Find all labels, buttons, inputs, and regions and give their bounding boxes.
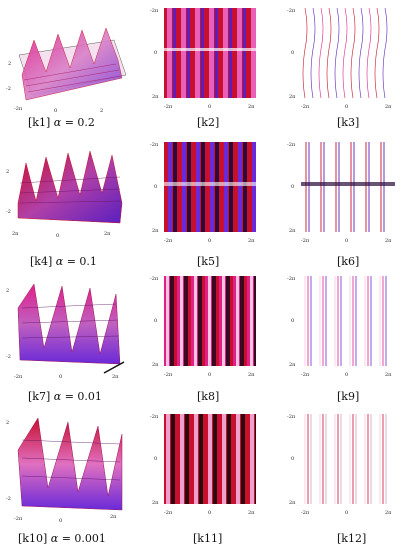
plot-k7: 2 -2 -2π 0 2π [4, 278, 129, 383]
plot-k1: -2 2 -2π 0 2 [4, 20, 129, 115]
svg-text:0: 0 [208, 510, 211, 516]
svg-text:-2: -2 [6, 354, 11, 360]
caption-k8: [k8] [197, 390, 220, 403]
plot-k9: -2π 0 2π -2π 0 2π [287, 272, 399, 390]
svg-text:2π: 2π [289, 94, 296, 100]
svg-text:0: 0 [208, 104, 211, 110]
svg-text:-2π: -2π [301, 510, 310, 516]
plot-k10: 2 -2 -2π 0 2π [4, 410, 129, 525]
svg-text:2: 2 [100, 108, 103, 114]
caption-k9: [k9] [337, 390, 360, 403]
svg-text:0: 0 [154, 318, 157, 324]
svg-text:-2π: -2π [164, 104, 173, 110]
svg-text:0: 0 [291, 318, 294, 324]
svg-text:2π: 2π [385, 510, 392, 516]
svg-text:0: 0 [208, 372, 211, 378]
caption-k2: [k2] [197, 116, 220, 129]
svg-text:-2π: -2π [14, 106, 23, 112]
svg-text:2π: 2π [248, 372, 255, 378]
svg-text:0: 0 [154, 184, 157, 190]
svg-text:-2π: -2π [287, 142, 296, 148]
svg-text:0: 0 [345, 510, 348, 516]
svg-text:-2π: -2π [164, 510, 173, 516]
svg-text:-2π: -2π [287, 276, 296, 282]
svg-text:2π: 2π [248, 510, 255, 516]
svg-text:-2: -2 [6, 496, 11, 502]
svg-text:2π: 2π [248, 238, 255, 244]
caption-k6: [k6] [337, 255, 360, 268]
svg-text:-2π: -2π [164, 372, 173, 378]
svg-text:2π: 2π [112, 374, 119, 380]
caption-k1: [k1] α = 0.2 [28, 116, 95, 129]
plot-k8: -2π 0 2π -2π 0 2π [150, 272, 260, 390]
svg-text:-2π: -2π [150, 8, 159, 14]
svg-text:0: 0 [54, 108, 57, 114]
svg-text:2: 2 [6, 169, 9, 175]
svg-text:2π: 2π [289, 500, 296, 506]
svg-text:0: 0 [345, 104, 348, 110]
caption-k10: [k10] α = 0.001 [18, 532, 106, 545]
svg-text:0: 0 [291, 184, 294, 190]
svg-text:-2π: -2π [301, 372, 310, 378]
svg-text:0: 0 [291, 456, 294, 462]
plot-k6: -2π 0 2π -2π 0 2π [287, 138, 399, 256]
plot-k3: -2π 0 2π -2π 0 2π [287, 4, 399, 122]
caption-k5: [k5] [197, 255, 220, 268]
svg-text:2π: 2π [110, 514, 117, 520]
svg-text:2π: 2π [385, 238, 392, 244]
plot-k11: -2π 0 2π -2π 0 2π [150, 410, 260, 528]
svg-text:2π: 2π [289, 228, 296, 234]
svg-text:2π: 2π [289, 362, 296, 368]
svg-text:0: 0 [154, 456, 157, 462]
svg-text:0: 0 [59, 374, 62, 380]
caption-k3: [k3] [337, 116, 360, 129]
plot-k4: 2 -2 2π 0 2π [4, 143, 129, 243]
svg-text:0: 0 [59, 518, 62, 524]
svg-text:-2π: -2π [150, 142, 159, 148]
svg-text:-2π: -2π [164, 238, 173, 244]
svg-text:0: 0 [56, 233, 59, 239]
svg-text:0: 0 [208, 238, 211, 244]
svg-text:0: 0 [154, 50, 157, 56]
svg-text:-2: -2 [6, 209, 11, 215]
svg-text:2π: 2π [152, 94, 159, 100]
plot-k12: -2π 0 2π -2π 0 2π [287, 410, 399, 528]
svg-text:2π: 2π [152, 228, 159, 234]
svg-text:-2π: -2π [301, 238, 310, 244]
svg-text:2π: 2π [12, 231, 19, 237]
svg-text:-2π: -2π [301, 104, 310, 110]
svg-text:2π: 2π [104, 231, 111, 237]
svg-text:0: 0 [291, 50, 294, 56]
svg-text:2π: 2π [385, 372, 392, 378]
svg-text:0: 0 [345, 238, 348, 244]
svg-text:2: 2 [8, 61, 11, 67]
svg-text:2π: 2π [152, 500, 159, 506]
svg-text:0: 0 [345, 372, 348, 378]
caption-k7: [k7] α = 0.01 [28, 390, 102, 403]
svg-text:2π: 2π [385, 104, 392, 110]
caption-k4: [k4] α = 0.1 [30, 255, 97, 268]
svg-text:2: 2 [6, 420, 9, 426]
svg-text:2π: 2π [152, 362, 159, 368]
svg-text:-2: -2 [6, 86, 11, 92]
svg-text:-2π: -2π [150, 414, 159, 420]
plot-k2: -2π 0 2π -2π 0 2π [150, 4, 260, 122]
svg-text:-2π: -2π [14, 374, 23, 380]
svg-text:2: 2 [6, 288, 9, 294]
svg-text:2π: 2π [248, 104, 255, 110]
svg-text:-2π: -2π [287, 8, 296, 14]
svg-text:-2π: -2π [287, 414, 296, 420]
svg-text:-2π: -2π [150, 276, 159, 282]
svg-text:-2π: -2π [14, 516, 23, 522]
caption-k11: [k11] [193, 532, 223, 545]
plot-k5: -2π 0 2π -2π 0 2π [150, 138, 260, 256]
caption-k12: [k12] [337, 532, 367, 545]
